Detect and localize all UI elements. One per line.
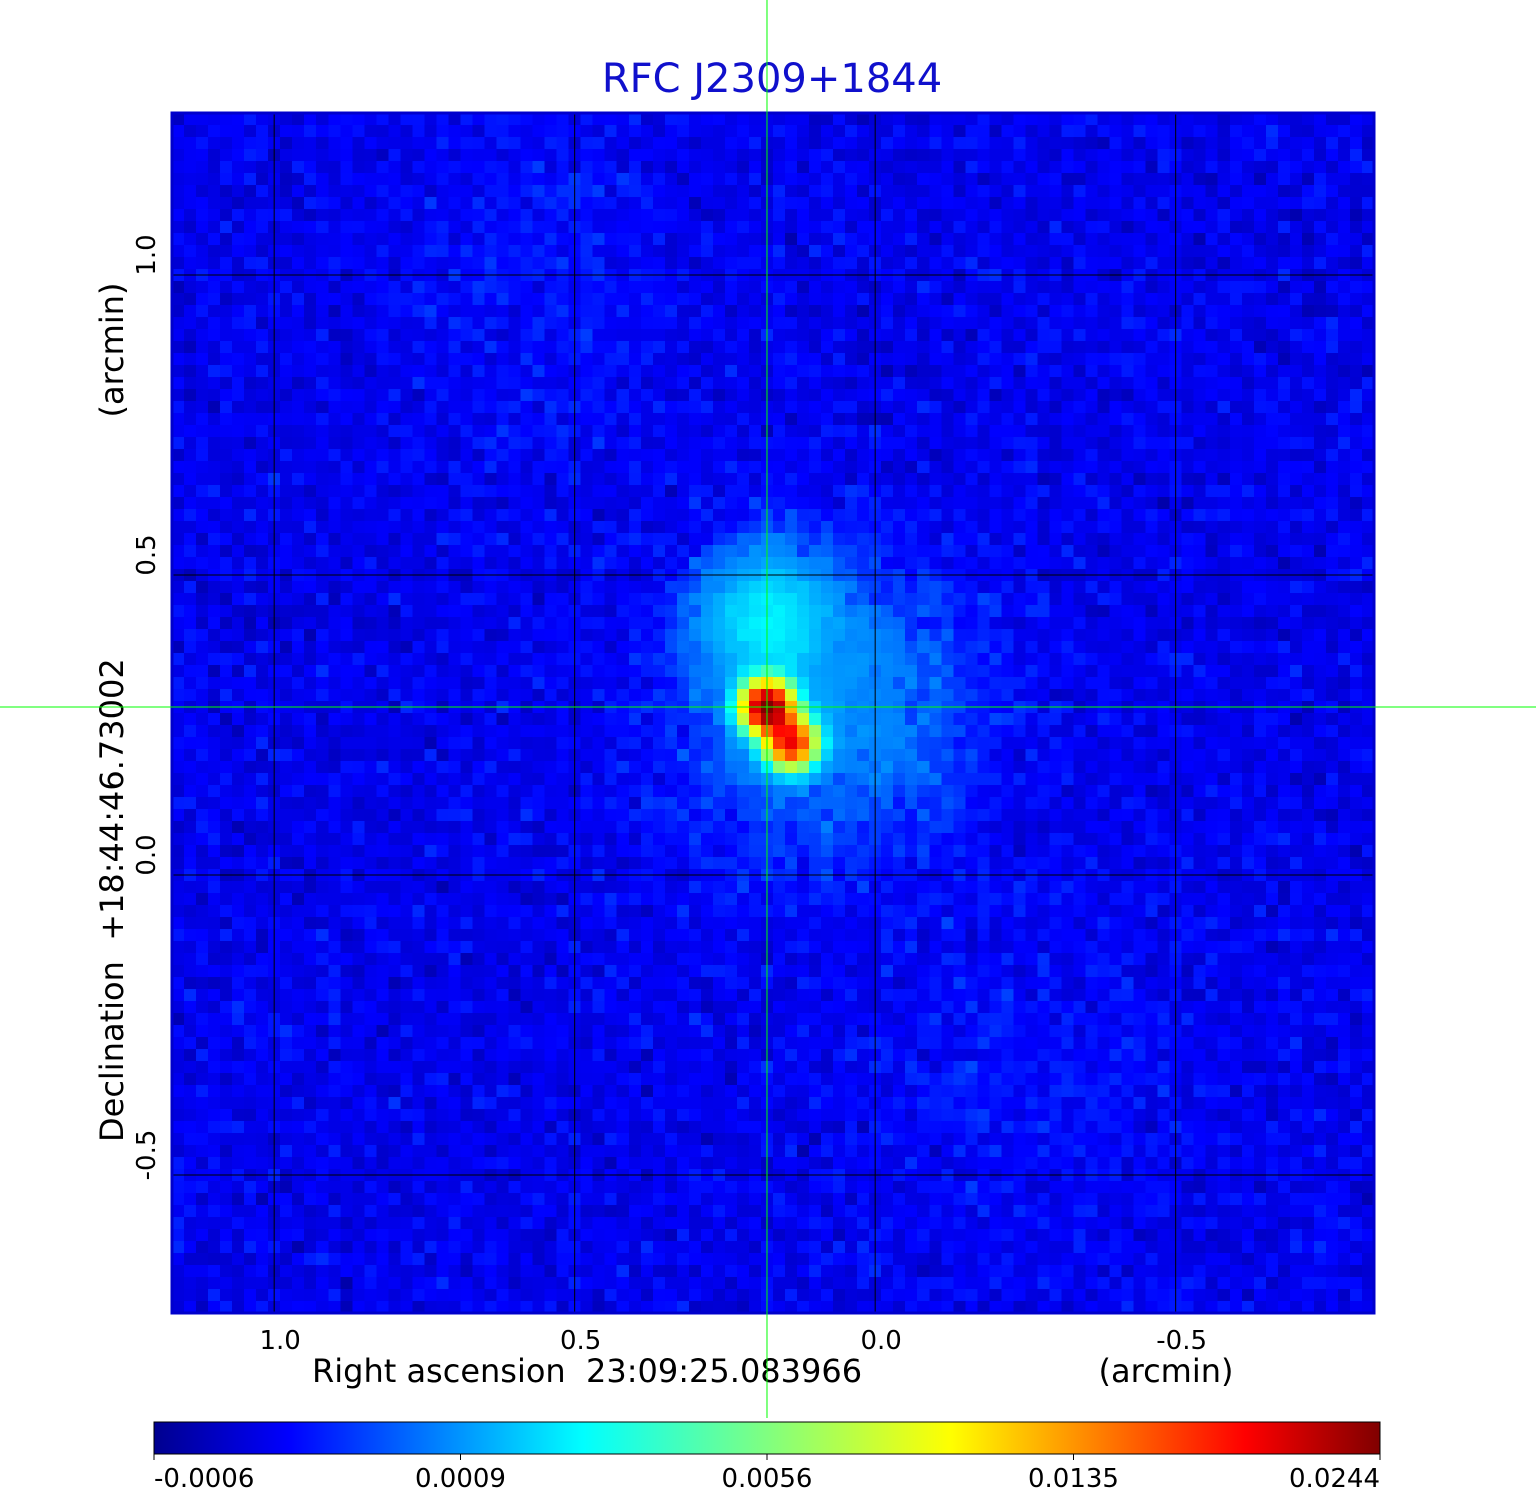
x-tick-label: -0.5 [1156,1326,1207,1356]
x-tick-labels: 1.0 0.5 0.0 -0.5 [259,1326,1207,1356]
x-tick-label: 0.0 [860,1326,901,1356]
plot-frame [170,111,1376,1315]
colorbar-tick-label: -0.0006 [154,1464,254,1494]
x-tick-label: 0.5 [560,1326,601,1356]
y-axis-unit: (arcmin) [93,283,131,418]
y-tick-label: -0.5 [132,1130,162,1181]
colorbar-tick-label: 0.0135 [1028,1464,1119,1494]
colorbar-tick-labels: -0.0006 0.0009 0.0056 0.0135 0.0244 [153,1454,1381,1494]
x-axis-unit: (arcmin) [1099,1352,1234,1390]
intensity-map [172,113,1374,1313]
colorbar-tick-label: 0.0244 [1289,1464,1380,1494]
y-tick-label: 1.0 [132,234,162,275]
coordinate-grid [172,113,1374,1313]
y-tick-labels: 1.0 0.5 0.0 -0.5 [132,234,162,1180]
y-tick-label: 0.0 [132,834,162,875]
x-axis-label: Right ascension 23:09:25.083966 [312,1352,862,1390]
y-axis-label: Declination +18:44:46.73002 [93,658,131,1142]
x-tick-label: 1.0 [259,1326,300,1356]
y-tick-label: 0.5 [132,534,162,575]
crosshair [0,0,1536,1418]
colorbar-tick-label: 0.0056 [722,1464,813,1494]
colorbar [153,1421,1381,1455]
colorbar-tick-label: 0.0009 [415,1464,506,1494]
chart-title: RFC J2309+1844 [602,56,942,102]
